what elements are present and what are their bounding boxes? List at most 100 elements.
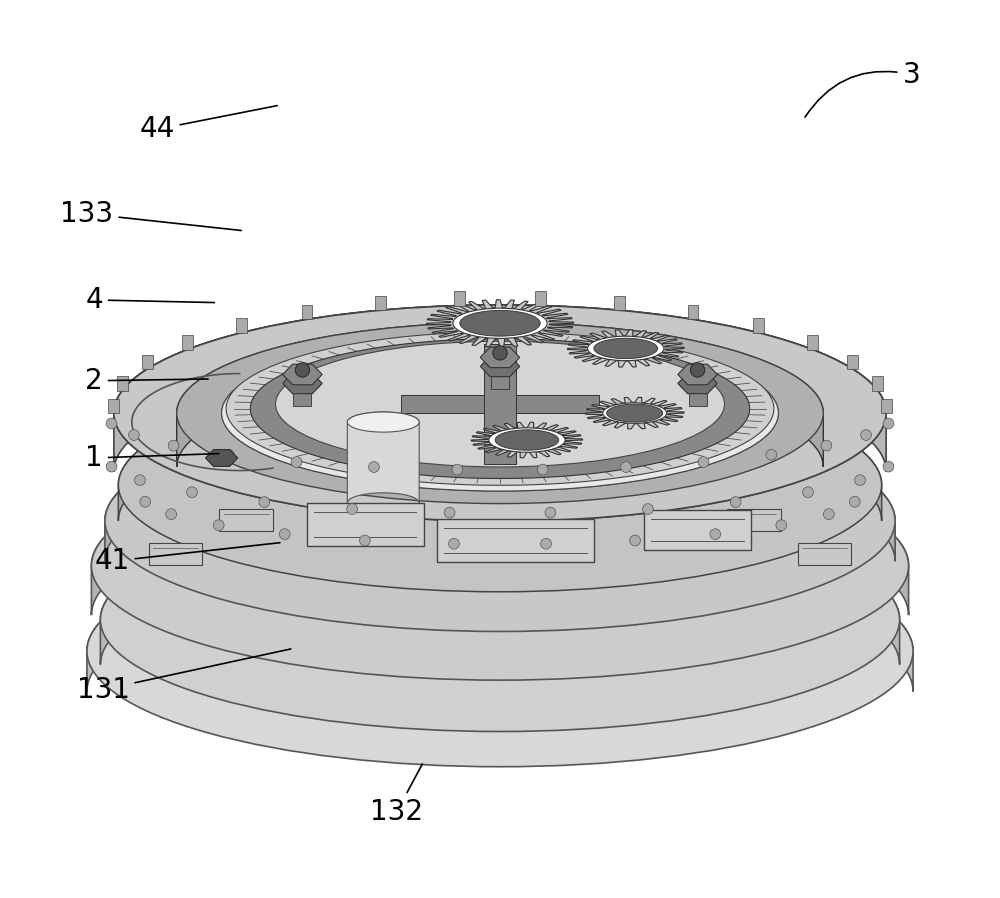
Circle shape	[223, 449, 234, 460]
Polygon shape	[302, 305, 312, 320]
FancyBboxPatch shape	[473, 477, 527, 499]
Circle shape	[855, 475, 865, 486]
Circle shape	[168, 440, 179, 451]
Circle shape	[295, 363, 310, 377]
Polygon shape	[614, 295, 625, 310]
Circle shape	[106, 418, 117, 429]
Circle shape	[621, 462, 631, 472]
Polygon shape	[881, 399, 892, 413]
Polygon shape	[293, 379, 311, 406]
Ellipse shape	[87, 535, 913, 767]
Polygon shape	[678, 374, 717, 393]
Polygon shape	[108, 399, 119, 413]
FancyBboxPatch shape	[727, 508, 781, 531]
Text: 44: 44	[139, 106, 277, 144]
Polygon shape	[142, 355, 153, 369]
Polygon shape	[678, 365, 717, 384]
Polygon shape	[688, 305, 698, 320]
Circle shape	[493, 346, 507, 360]
Ellipse shape	[603, 403, 667, 423]
Circle shape	[861, 429, 871, 440]
Polygon shape	[480, 348, 520, 367]
Circle shape	[129, 429, 139, 440]
Text: 1: 1	[85, 444, 219, 472]
Polygon shape	[87, 535, 913, 691]
Ellipse shape	[91, 452, 909, 680]
Polygon shape	[375, 295, 386, 310]
Polygon shape	[177, 322, 823, 467]
Circle shape	[452, 464, 463, 475]
Circle shape	[766, 449, 777, 460]
FancyBboxPatch shape	[219, 508, 273, 531]
Circle shape	[347, 504, 357, 515]
Circle shape	[444, 507, 455, 518]
Polygon shape	[100, 507, 900, 665]
Circle shape	[187, 487, 197, 497]
Circle shape	[821, 440, 832, 451]
Circle shape	[106, 462, 117, 472]
Circle shape	[140, 497, 151, 507]
Circle shape	[710, 529, 721, 540]
Text: 3: 3	[805, 60, 920, 117]
Polygon shape	[226, 332, 774, 485]
Polygon shape	[454, 291, 465, 305]
Ellipse shape	[588, 336, 664, 361]
Ellipse shape	[460, 311, 540, 336]
Polygon shape	[250, 339, 750, 479]
Circle shape	[291, 456, 302, 467]
Polygon shape	[847, 355, 858, 369]
Circle shape	[279, 529, 290, 540]
Ellipse shape	[347, 412, 419, 432]
Text: 4: 4	[85, 286, 214, 314]
Polygon shape	[91, 452, 909, 615]
FancyBboxPatch shape	[334, 485, 388, 507]
Circle shape	[690, 363, 705, 377]
Circle shape	[849, 497, 860, 507]
Polygon shape	[283, 374, 322, 393]
Circle shape	[541, 539, 551, 550]
Polygon shape	[567, 330, 684, 367]
Circle shape	[776, 520, 787, 531]
Circle shape	[259, 497, 270, 507]
Polygon shape	[491, 362, 509, 389]
FancyBboxPatch shape	[798, 543, 851, 566]
Polygon shape	[117, 376, 128, 391]
Circle shape	[135, 475, 145, 486]
Text: 2: 2	[85, 366, 208, 395]
Polygon shape	[105, 410, 895, 561]
Ellipse shape	[222, 335, 778, 491]
Circle shape	[537, 464, 548, 475]
Circle shape	[823, 509, 834, 520]
Circle shape	[369, 462, 379, 472]
Text: 133: 133	[60, 199, 241, 231]
Circle shape	[213, 520, 224, 531]
Polygon shape	[484, 344, 516, 464]
Ellipse shape	[118, 378, 882, 592]
Polygon shape	[283, 365, 322, 384]
Ellipse shape	[276, 341, 725, 467]
Circle shape	[803, 487, 813, 497]
Polygon shape	[182, 335, 193, 349]
Circle shape	[630, 535, 640, 546]
Circle shape	[360, 535, 370, 546]
Polygon shape	[426, 300, 574, 347]
Text: 132: 132	[370, 764, 423, 826]
Ellipse shape	[453, 308, 547, 339]
Polygon shape	[753, 319, 764, 333]
Circle shape	[166, 509, 177, 520]
Circle shape	[545, 507, 556, 518]
Ellipse shape	[114, 305, 886, 521]
Polygon shape	[236, 319, 247, 333]
Polygon shape	[480, 357, 520, 376]
Text: 41: 41	[94, 542, 280, 576]
Circle shape	[883, 462, 894, 472]
Polygon shape	[401, 395, 599, 413]
Polygon shape	[471, 422, 583, 458]
Polygon shape	[114, 305, 886, 521]
Circle shape	[449, 539, 459, 550]
Polygon shape	[118, 378, 882, 521]
Ellipse shape	[177, 322, 823, 504]
Polygon shape	[535, 291, 546, 305]
Polygon shape	[585, 397, 684, 429]
Ellipse shape	[489, 427, 565, 453]
